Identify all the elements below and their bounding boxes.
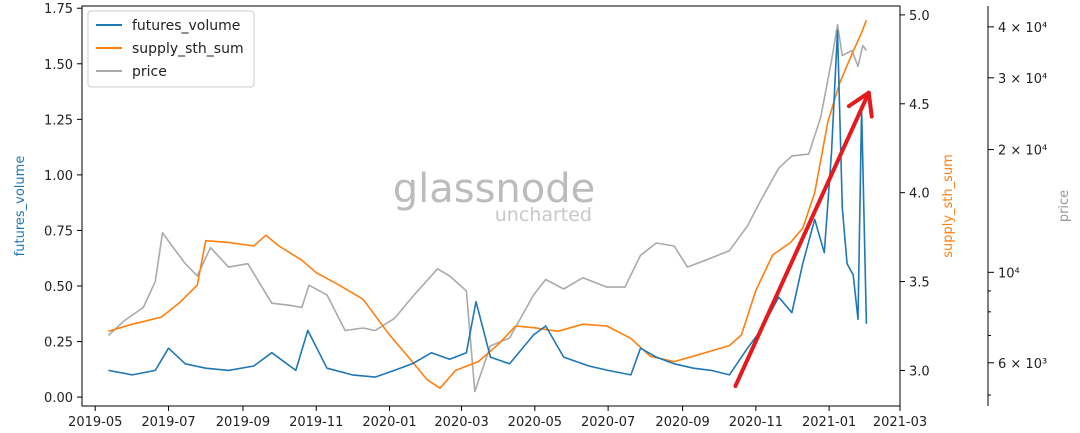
series-line-supply-sth-sum xyxy=(108,19,868,389)
legend-label-price: price xyxy=(132,64,167,80)
x-tick-label: 2020-05 xyxy=(508,415,562,430)
x-tick-label: 2019-05 xyxy=(68,415,122,430)
y-left-tick-label: 0.00 xyxy=(44,391,73,406)
legend-label-futures-volume: futures_volume xyxy=(132,18,240,34)
y-right-price-tick-label: 6 × 10³ xyxy=(998,357,1047,372)
series-line-futures-volume xyxy=(108,29,868,378)
x-tick-label: 2020-07 xyxy=(581,415,635,430)
watermark: glassnode uncharted xyxy=(393,166,596,226)
y-right-supply-tick-label: 3.0 xyxy=(909,364,930,379)
y-left-tick-label: 0.25 xyxy=(44,336,73,351)
legend-label-supply-sth-sum: supply_sth_sum xyxy=(132,41,244,57)
y-left-tick-label: 1.00 xyxy=(44,169,73,184)
legend: futures_volume supply_sth_sum price xyxy=(87,10,255,88)
y-axis-right-price: 6 × 10³ 10⁴ 2 × 10⁴ 3 × 10⁴ 4 × 10⁴ xyxy=(987,6,1047,406)
y-axis-left-title: futures_volume xyxy=(13,156,28,257)
y-axis-right-price-title: price xyxy=(1057,190,1072,222)
y-right-supply-tick-label: 4.0 xyxy=(909,187,930,202)
x-tick-label: 2020-09 xyxy=(655,415,709,430)
annotation-arrow xyxy=(733,90,874,388)
y-right-supply-tick-label: 3.5 xyxy=(909,276,930,291)
x-axis: 2019-05 2019-07 2019-09 2019-11 2020-01 2020-… xyxy=(68,406,927,430)
watermark-sub: uncharted xyxy=(495,204,592,226)
series-layer xyxy=(107,19,868,393)
arrow-shaft xyxy=(733,90,871,388)
y-right-price-tick-label: 10⁴ xyxy=(998,266,1020,281)
y-axis-right-supply: 3.0 3.5 4.0 4.5 5.0 xyxy=(900,9,930,379)
y-right-supply-tick-label: 5.0 xyxy=(909,9,930,24)
y-left-tick-label: 0.50 xyxy=(44,280,73,295)
watermark-main: glassnode xyxy=(393,166,596,212)
x-tick-label: 2020-01 xyxy=(362,415,416,430)
y-left-tick-label: 0.75 xyxy=(44,224,73,239)
x-tick-label: 2019-09 xyxy=(216,415,270,430)
x-tick-label: 2021-03 xyxy=(873,415,927,430)
x-tick-label: 2019-07 xyxy=(141,415,195,430)
arrow-head xyxy=(846,90,874,119)
y-right-supply-tick-label: 4.5 xyxy=(909,98,930,113)
y-axis-right-supply-title: supply_sth_sum xyxy=(941,154,956,258)
y-left-tick-label: 1.50 xyxy=(44,58,73,73)
y-right-price-tick-label: 2 × 10⁴ xyxy=(998,144,1047,159)
x-tick-label: 2020-11 xyxy=(729,415,783,430)
y-right-price-tick-label: 3 × 10⁴ xyxy=(998,72,1047,87)
x-tick-label: 2019-11 xyxy=(289,415,343,430)
y-right-price-tick-label: 4 × 10⁴ xyxy=(998,21,1047,36)
y-axis-left: 0.00 0.25 0.50 0.75 1.00 1.25 1.50 1.75 xyxy=(44,2,82,406)
x-tick-label: 2020-03 xyxy=(434,415,488,430)
legend-box xyxy=(87,10,255,88)
x-tick-label: 2021-01 xyxy=(802,415,856,430)
y-left-tick-label: 1.25 xyxy=(44,113,73,128)
y-left-tick-label: 1.75 xyxy=(44,2,73,17)
